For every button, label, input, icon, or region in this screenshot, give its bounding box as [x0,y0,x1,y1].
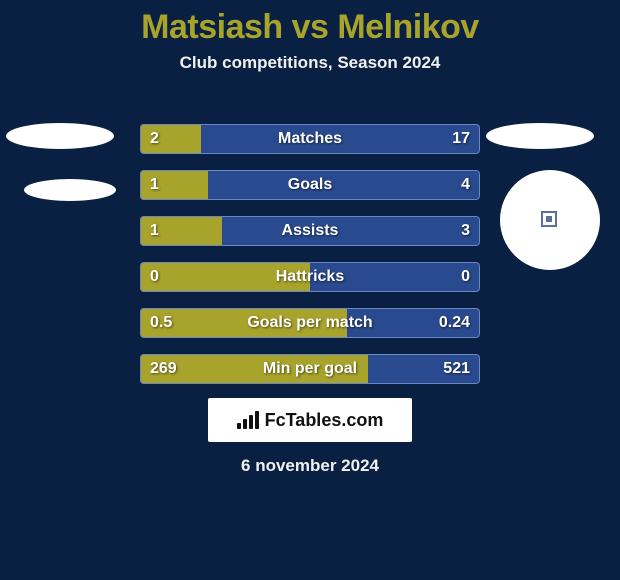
badge-dot-icon [546,216,552,222]
stat-row: 217Matches [140,124,480,154]
stat-label: Assists [140,216,480,246]
date-line: 6 november 2024 [0,456,620,476]
stat-row: 13Assists [140,216,480,246]
stat-label: Matches [140,124,480,154]
player-right-badge [541,211,557,227]
subtitle: Club competitions, Season 2024 [0,53,620,73]
logo-text: FcTables.com [265,410,384,431]
comparison-card: Matsiash vs Melnikov Club competitions, … [0,0,620,580]
stat-label: Min per goal [140,354,480,384]
stat-label: Goals per match [140,308,480,338]
stat-row: 14Goals [140,170,480,200]
page-title: Matsiash vs Melnikov [0,0,620,47]
bar-chart-icon [237,411,259,429]
stat-label: Hattricks [140,262,480,292]
stat-label: Goals [140,170,480,200]
stat-row: 0.50.24Goals per match [140,308,480,338]
stat-row: 269521Min per goal [140,354,480,384]
fctables-logo: FcTables.com [208,398,412,442]
player-left-shape-1 [6,123,114,149]
player-left-shape-2 [24,179,116,201]
stat-row: 00Hattricks [140,262,480,292]
player-right-ellipse [486,123,594,149]
